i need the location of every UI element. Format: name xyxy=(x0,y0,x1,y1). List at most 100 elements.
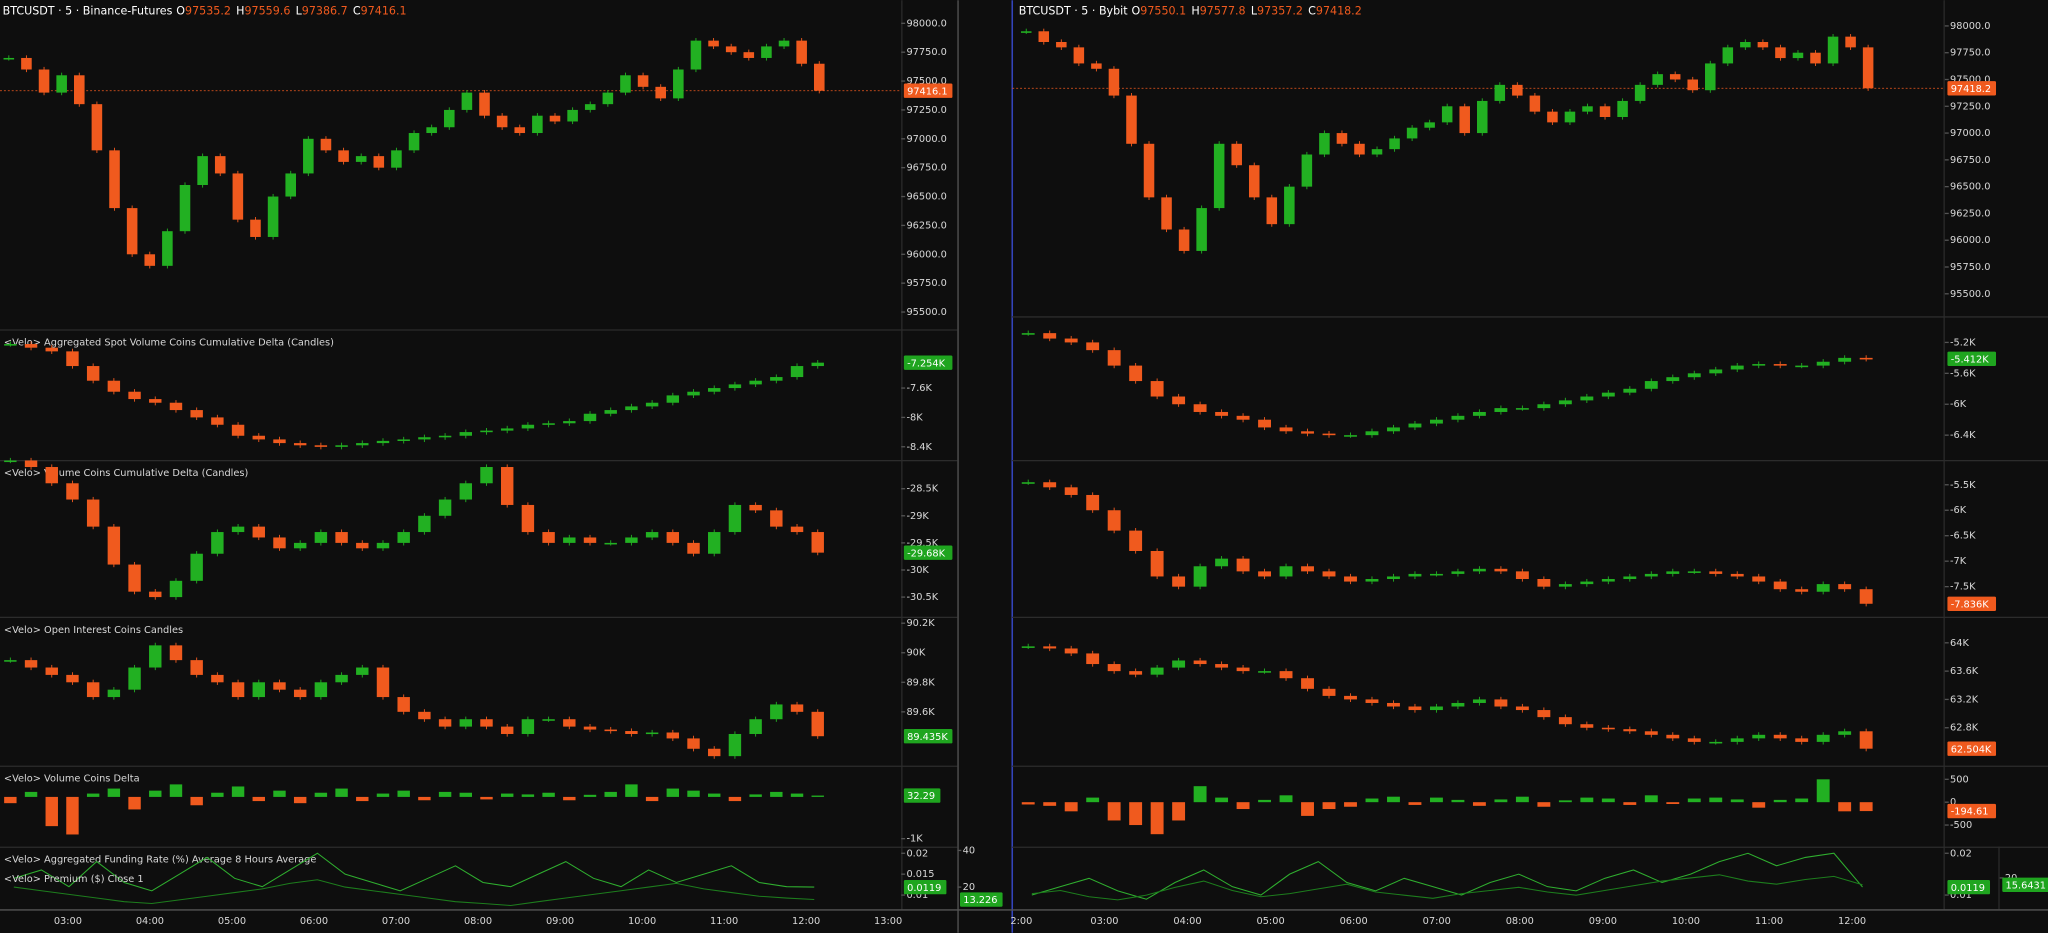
candle xyxy=(1322,571,1336,577)
candle xyxy=(1773,364,1787,366)
candle xyxy=(397,697,410,712)
y-tick-label: 96500.0 xyxy=(906,192,946,203)
candle xyxy=(690,40,702,70)
y-tick-label: 64K xyxy=(1950,638,1969,649)
candle xyxy=(211,417,224,425)
candle xyxy=(1644,731,1658,735)
ohlc-key: H xyxy=(236,4,244,17)
candle xyxy=(1354,143,1365,155)
candle xyxy=(1773,581,1787,590)
delta-bar xyxy=(1494,799,1508,803)
candle xyxy=(1043,482,1057,488)
candle xyxy=(1547,111,1558,123)
ohlc-key: C xyxy=(353,4,361,17)
y-tick-label: 63.2K xyxy=(1950,694,1979,705)
candle xyxy=(1580,581,1594,585)
candle xyxy=(1529,95,1541,112)
candle xyxy=(149,645,162,668)
time-label: 03:00 xyxy=(54,916,82,927)
candle xyxy=(1451,702,1465,707)
ohlc-value: 97535.2 xyxy=(185,4,231,17)
candle xyxy=(86,682,100,698)
ohlc-value: 97550.1 xyxy=(1140,4,1186,17)
candle xyxy=(1020,31,1032,33)
candle xyxy=(1816,361,1830,366)
candle xyxy=(673,69,684,99)
candle xyxy=(252,682,265,698)
candle xyxy=(563,719,576,727)
last-value-label: -7.836K xyxy=(1951,599,1990,610)
panel-title: <Velo> Volume Coins Cumulative Delta (Ca… xyxy=(4,468,248,479)
candle xyxy=(128,667,141,690)
delta-bar xyxy=(66,796,79,835)
delta-bar xyxy=(1601,798,1615,803)
delta-bar xyxy=(1043,802,1057,806)
candle xyxy=(1107,664,1121,672)
candle xyxy=(273,439,286,444)
time-label: 05:00 xyxy=(218,916,246,927)
candle xyxy=(1459,106,1470,134)
symbol: BTCUSDT · 5 · Binance-Futures xyxy=(3,4,173,17)
y-tick-label: 89.8K xyxy=(906,677,935,688)
candle xyxy=(770,704,783,720)
candle xyxy=(418,437,431,440)
delta-bar xyxy=(1537,802,1551,807)
candle xyxy=(73,75,85,105)
candle xyxy=(1193,404,1207,412)
delta-bar xyxy=(811,795,824,797)
series-line xyxy=(1031,874,1863,901)
candle xyxy=(335,445,348,447)
candle xyxy=(1558,400,1572,405)
candle xyxy=(728,384,742,389)
y-tick-label: 0.02 xyxy=(906,848,928,859)
candle xyxy=(107,689,121,698)
last-value-badge xyxy=(1947,741,1997,756)
candle xyxy=(461,92,473,110)
y-tick-label: 40 xyxy=(963,845,975,856)
candle xyxy=(1064,648,1078,654)
candle xyxy=(338,150,349,162)
candle xyxy=(231,682,245,698)
delta-bar xyxy=(666,788,680,797)
candle xyxy=(1617,100,1628,118)
candle xyxy=(252,435,265,440)
candle xyxy=(1056,42,1067,48)
candle xyxy=(1666,377,1680,382)
y-tick-label: -6.5K xyxy=(1950,531,1976,542)
last-value-badge xyxy=(903,355,953,370)
y-tick-label: 0.01 xyxy=(906,890,928,901)
candle xyxy=(1172,576,1186,587)
candle xyxy=(211,674,224,683)
series-line xyxy=(1031,852,1863,900)
candle xyxy=(45,467,58,484)
last-value-badge xyxy=(960,892,1003,907)
candle xyxy=(1301,431,1314,434)
candle xyxy=(1601,727,1615,730)
y-tick-label: 90K xyxy=(906,648,925,659)
candle xyxy=(1644,381,1658,389)
time-label: 06:00 xyxy=(300,916,328,927)
candle xyxy=(1859,731,1873,749)
y-tick-label: 0.02 xyxy=(1950,848,1972,859)
delta-bar xyxy=(1687,798,1701,803)
candle xyxy=(1406,127,1418,139)
candle xyxy=(1319,133,1330,155)
candle xyxy=(1859,357,1873,360)
delta-bar xyxy=(1193,786,1207,803)
candle xyxy=(521,424,535,429)
candle xyxy=(583,726,597,730)
candle xyxy=(1705,63,1716,91)
y-tick-label: -28.5K xyxy=(906,484,938,495)
ohlc-value: 97357.2 xyxy=(1257,4,1303,17)
candle xyxy=(1472,411,1486,416)
candle xyxy=(293,542,307,549)
candle xyxy=(1129,671,1143,675)
candle xyxy=(107,380,121,392)
candle xyxy=(1580,396,1594,401)
time-label: 08:00 xyxy=(1506,916,1534,927)
delta-bar xyxy=(687,790,700,797)
candle xyxy=(645,732,659,735)
candle xyxy=(1021,646,1035,648)
candle xyxy=(1752,734,1766,739)
delta-bar xyxy=(1387,796,1400,803)
